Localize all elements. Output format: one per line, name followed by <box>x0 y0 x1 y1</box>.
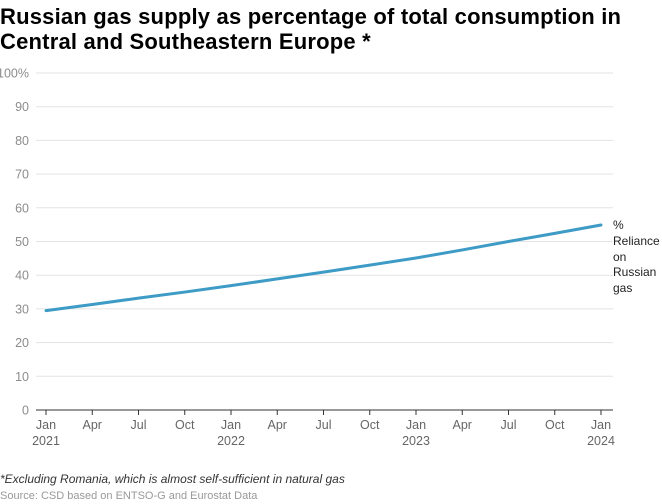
x-tick-month: Apr <box>83 418 102 432</box>
x-tick-month: Oct <box>545 418 565 432</box>
y-tick-label: 100% <box>0 67 29 81</box>
y-axis: 0 10 20 30 40 50 60 70 80 90 100% <box>0 67 29 418</box>
x-tick-month: Jul <box>501 418 517 432</box>
x-tick-year: 2024 <box>587 434 615 448</box>
x-tick-month: Oct <box>360 418 380 432</box>
x-axis: Jan 2021 Apr Jul Oct Jan 2022 Apr Jul Oct Jan 2023 A… <box>32 409 615 448</box>
x-tick-month: Jul <box>316 418 332 432</box>
x-tick-year: 2022 <box>217 434 245 448</box>
x-tick-month: Jan <box>591 418 611 432</box>
x-tick-month: Jan <box>406 418 426 432</box>
series-label: % Reliance on Russian gas <box>613 218 660 296</box>
y-tick-label: 0 <box>22 404 29 418</box>
y-tick-label: 40 <box>15 269 29 283</box>
x-tick-year: 2023 <box>402 434 430 448</box>
gridlines <box>36 72 613 377</box>
y-tick-label: 30 <box>15 302 29 316</box>
x-tick-month: Apr <box>453 418 472 432</box>
x-tick-month: Jan <box>36 418 56 432</box>
x-tick-year: 2021 <box>32 434 60 448</box>
y-tick-label: 10 <box>15 370 29 384</box>
series <box>44 223 603 313</box>
x-tick-month: Jul <box>131 418 147 432</box>
x-tick-month: Apr <box>268 418 287 432</box>
chart-title: Russian gas supply as percentage of tota… <box>0 4 622 54</box>
y-tick-label: 20 <box>15 336 29 350</box>
series-line <box>44 223 603 313</box>
footnote: *Excluding Romania, which is almost self… <box>0 472 345 486</box>
x-tick-month: Jan <box>221 418 241 432</box>
y-tick-label: 70 <box>15 168 29 182</box>
y-tick-label: 50 <box>15 235 29 249</box>
y-tick-label: 90 <box>15 100 29 114</box>
source-note: Source: CSD based on ENTSO-G and Eurosta… <box>0 490 258 502</box>
y-tick-label: 80 <box>15 134 29 148</box>
x-tick-month: Oct <box>175 418 195 432</box>
y-tick-label: 60 <box>15 201 29 215</box>
